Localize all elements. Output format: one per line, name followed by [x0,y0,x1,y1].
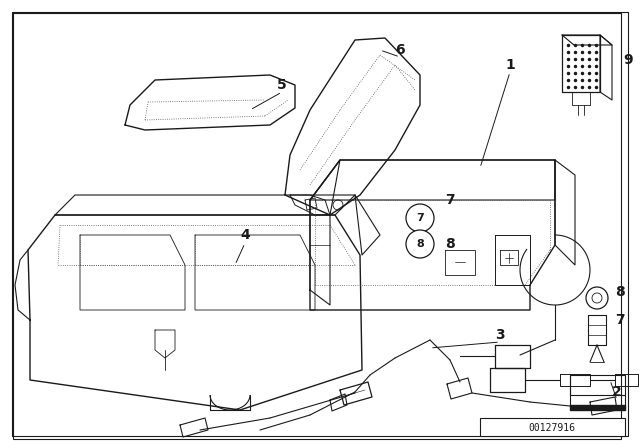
Text: 1: 1 [505,58,515,72]
Circle shape [586,287,608,309]
Text: 8: 8 [615,285,625,299]
Text: 3: 3 [495,328,505,342]
Text: 4: 4 [240,228,250,242]
Text: 5: 5 [277,78,287,92]
Text: 9: 9 [623,53,633,67]
Text: 00127916: 00127916 [529,423,575,433]
Text: 2: 2 [612,385,622,399]
Text: 6: 6 [395,43,405,57]
Text: 7: 7 [416,213,424,223]
Text: 7: 7 [445,193,455,207]
Text: 8: 8 [416,239,424,249]
Circle shape [406,230,434,258]
Bar [480,418,625,436]
Circle shape [406,204,434,232]
Text: 8: 8 [445,237,455,251]
Text: 7: 7 [615,313,625,327]
